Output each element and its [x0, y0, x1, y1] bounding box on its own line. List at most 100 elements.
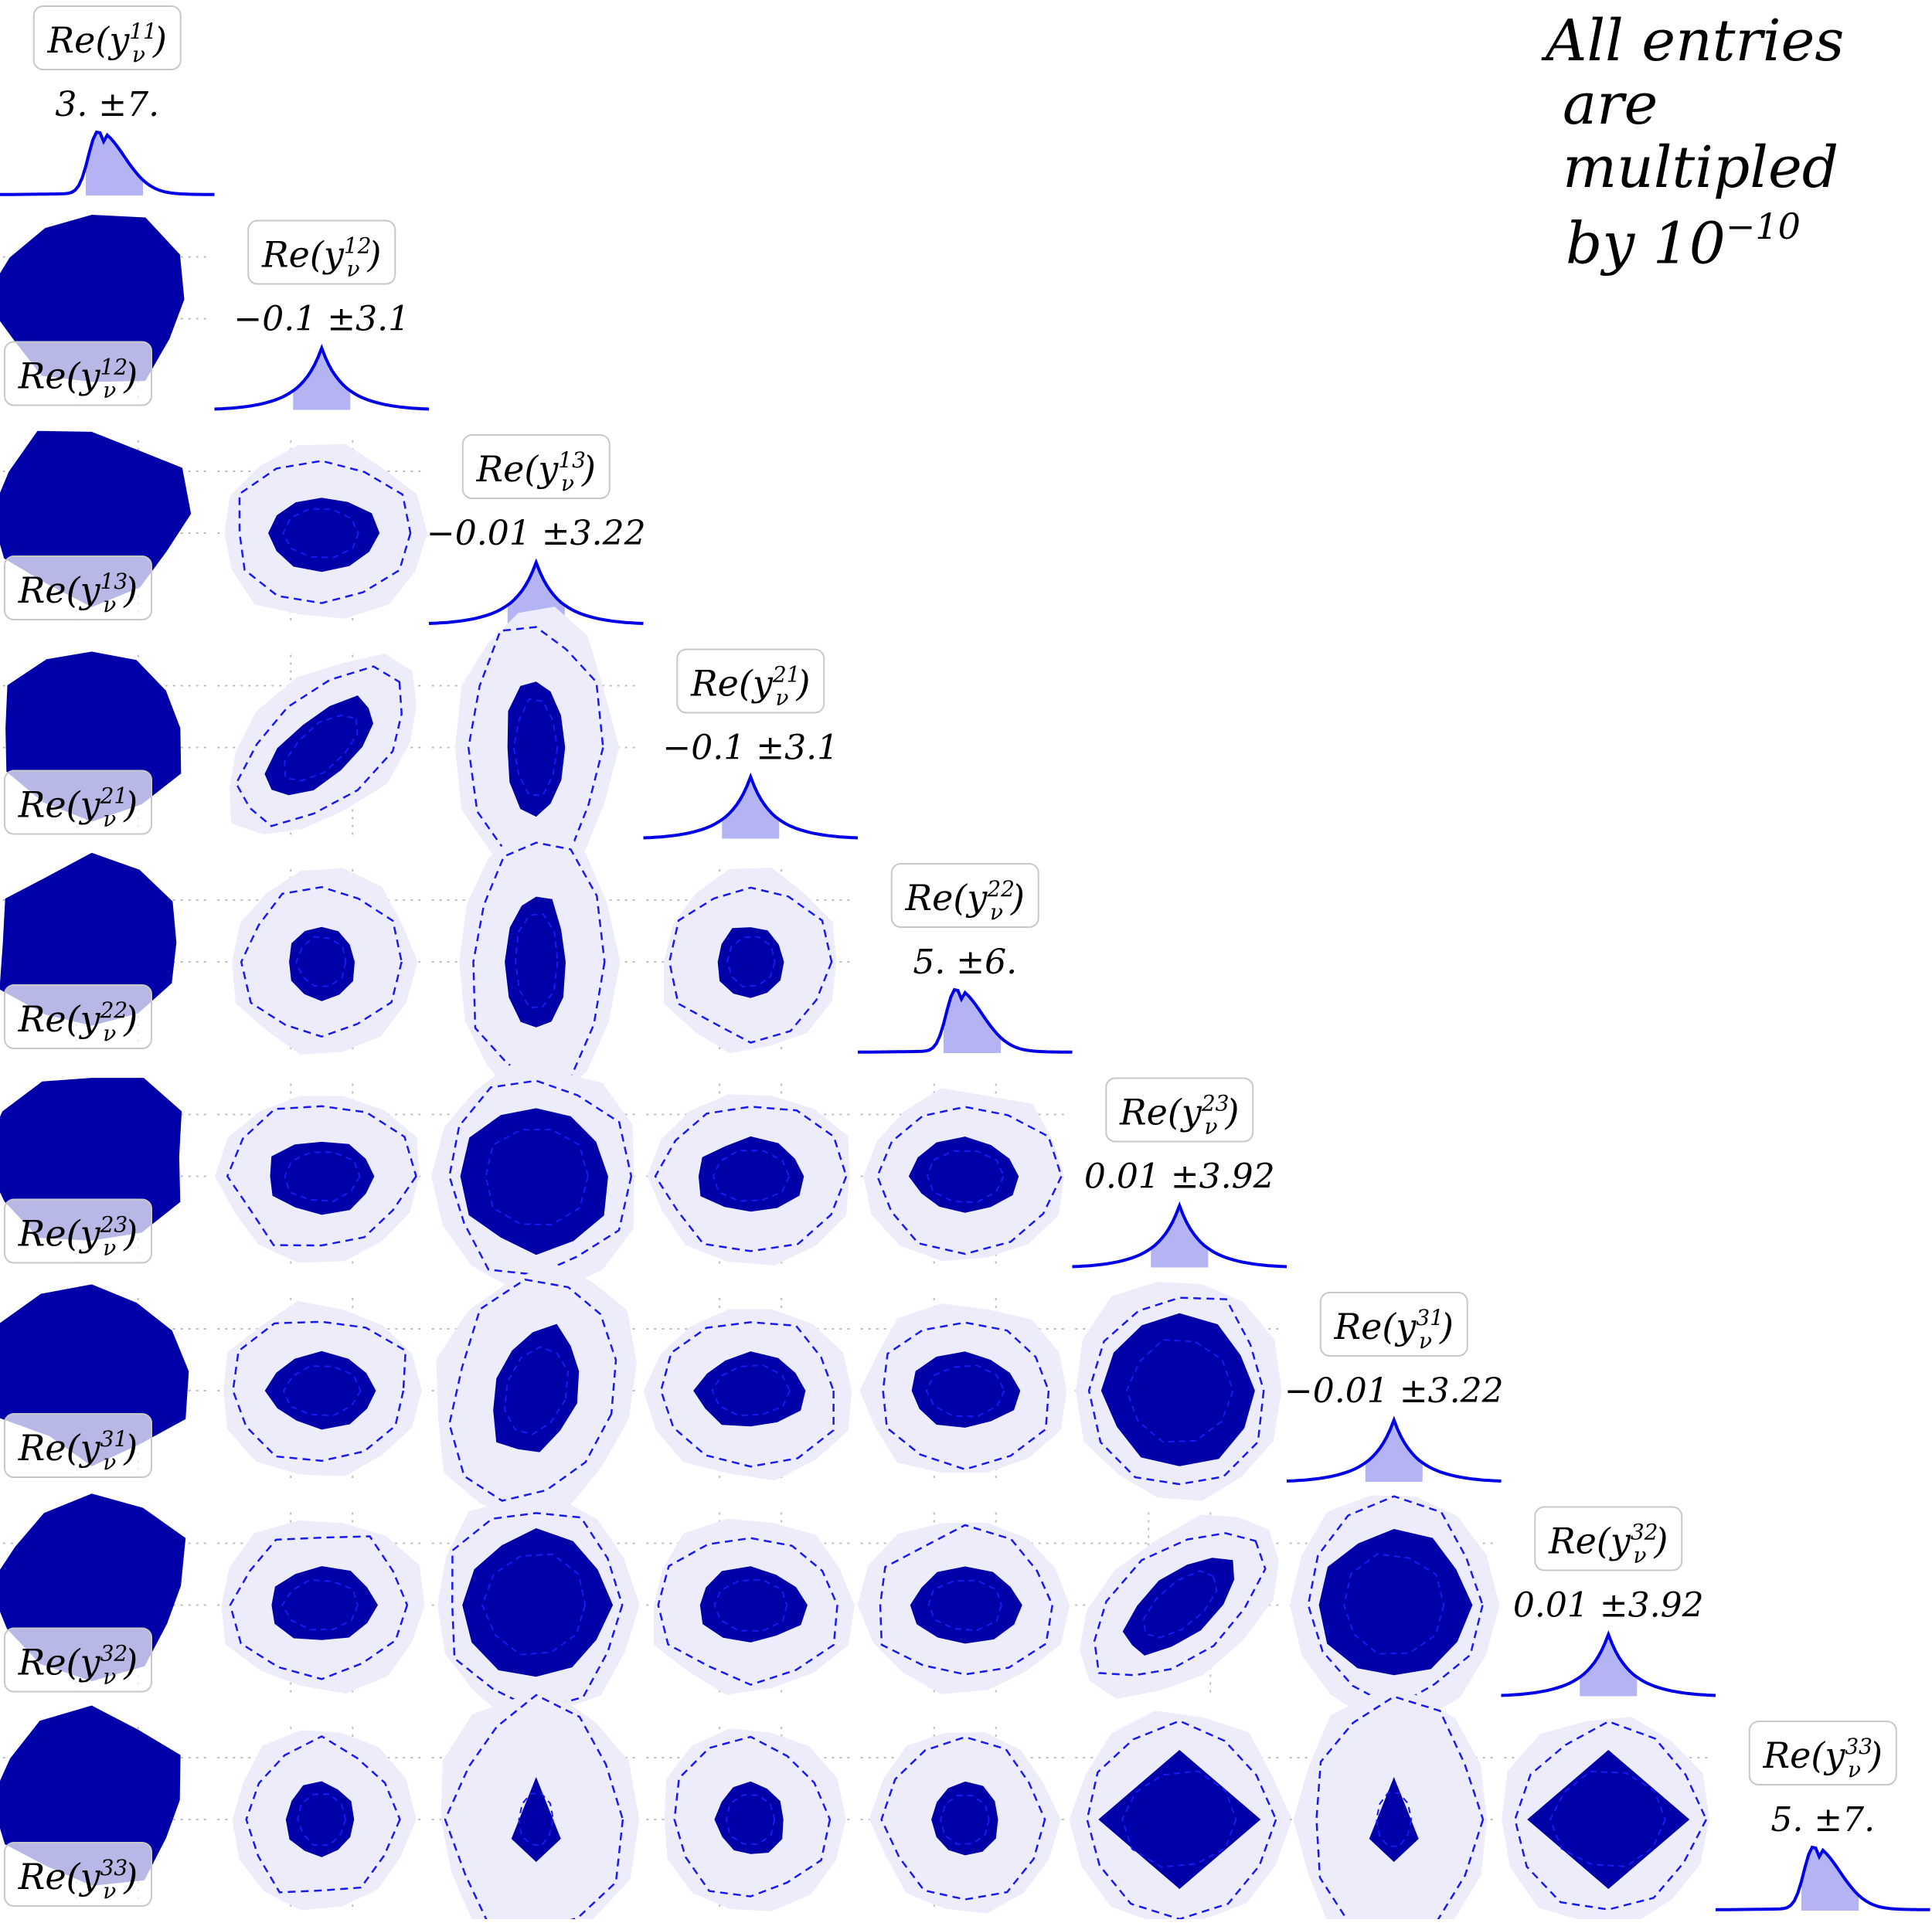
- contour-region: [0, 215, 185, 382]
- panel-r3-c1: [217, 654, 427, 841]
- row-label-32: Re(y32 ν): [4, 1627, 152, 1693]
- diag-title-32: Re(y32 ν): [1534, 1506, 1683, 1571]
- contour-outer: [1087, 1296, 1265, 1486]
- contour-inner: [284, 714, 359, 782]
- contour-region: [693, 1351, 806, 1427]
- diag-title-12: Re(y12 ν): [247, 219, 396, 285]
- histogram-band-23: [1151, 1205, 1209, 1268]
- contour-outer: [1307, 1495, 1484, 1709]
- contour-region: [717, 927, 784, 998]
- contour-outer: [879, 1524, 1054, 1676]
- panel-r7-c4: [857, 1512, 1070, 1698]
- histogram-line-21: [643, 773, 859, 840]
- row-label-12: Re(y12 ν): [4, 341, 152, 406]
- summary-33: 5. ±7.: [1770, 1800, 1875, 1840]
- contour-outer: [1086, 1720, 1277, 1921]
- contour-outer: [448, 1278, 617, 1502]
- contour-outer: [444, 1694, 624, 1923]
- diag-title-box-22: [890, 863, 1039, 928]
- panel-r3-c2: [431, 606, 641, 889]
- contour-region: [460, 1108, 608, 1255]
- histogram-band-12: [293, 348, 351, 410]
- contour-inner: [485, 1128, 590, 1226]
- histogram-line-22: [858, 987, 1073, 1054]
- panel-r6-c4: [859, 1298, 1070, 1483]
- row-label-box-33: [4, 1842, 152, 1907]
- contour-region: [264, 695, 373, 796]
- contour-region: [264, 1351, 376, 1430]
- diag-title-box-21: [676, 648, 825, 714]
- panel-r8-c3: [646, 1727, 855, 1912]
- diag-title-box-31: [1319, 1292, 1468, 1357]
- row-label-text-31: Re(y31 ν): [18, 1426, 138, 1475]
- note-line-3-prefix: by 10: [1566, 210, 1726, 277]
- diag-title-13: Re(y13 ν): [461, 434, 611, 499]
- contour-outer: [448, 1079, 633, 1276]
- contour-inner: [711, 1364, 791, 1417]
- contour-inner: [1375, 1792, 1413, 1847]
- contour-outer: [882, 1321, 1050, 1471]
- contour-inner: [940, 1794, 990, 1846]
- contour-region: [268, 498, 380, 572]
- panel-r8-c4: [860, 1727, 1070, 1914]
- contour-region: [271, 1566, 378, 1640]
- contour-inner: [713, 1578, 788, 1632]
- contour-inner: [281, 1579, 359, 1631]
- contour-inner: [282, 1365, 362, 1417]
- note-line-2: are multipled: [1563, 71, 1839, 201]
- contour-region: [910, 1566, 1022, 1644]
- contour-inner: [725, 1794, 776, 1846]
- histogram-band-21: [722, 776, 780, 839]
- histogram-line-11: [0, 130, 215, 196]
- diag-title-box-23: [1105, 1077, 1254, 1143]
- summary-21: −0.1 ±3.1: [662, 729, 838, 768]
- row-label-box-21: [4, 770, 152, 835]
- contour-region: [1369, 1777, 1419, 1862]
- diag-title-text-22: Re(y22 ν): [905, 876, 1025, 925]
- panel-r2-c1: [217, 440, 427, 626]
- diag-title-box-33: [1748, 1721, 1897, 1785]
- contour-outer: [1514, 1720, 1708, 1911]
- histogram-band-33: [1801, 1847, 1859, 1911]
- contour-region: [1122, 1558, 1234, 1656]
- contour-region: [0, 1705, 181, 1886]
- summary-31: −0.01 ±3.22: [1284, 1371, 1504, 1411]
- contour-region: [462, 1528, 614, 1677]
- row-label-23: Re(y23 ν): [4, 1198, 152, 1264]
- contour-region: [511, 1777, 561, 1862]
- row-label-13: Re(y13 ν): [4, 555, 152, 620]
- panel-r8-c7: [1502, 1717, 1713, 1923]
- contour-region: [714, 1781, 784, 1854]
- contour-inner: [1125, 1339, 1234, 1443]
- summary-12: −0.1 ±3.1: [233, 300, 410, 339]
- contour-inner: [1121, 1770, 1237, 1868]
- contour-outer: [229, 1535, 409, 1680]
- panel-r6-c1: [217, 1298, 427, 1483]
- row-label-text-32: Re(y32 ν): [18, 1641, 138, 1690]
- histogram-line-32: [1501, 1630, 1716, 1697]
- row-label-22: Re(y22 ν): [4, 984, 152, 1049]
- note-line-3: by 10−10: [1546, 199, 1924, 276]
- diag-title-text-21: Re(y21 ν): [690, 662, 810, 711]
- contour-region: [1098, 1750, 1261, 1889]
- panel-r8-c6: [1289, 1694, 1498, 1923]
- panel-r6-c5: [1075, 1282, 1284, 1501]
- diag-title-23: Re(y23 ν): [1105, 1077, 1254, 1143]
- contour-outer: [235, 665, 403, 827]
- panel-r8-c2: [431, 1694, 641, 1923]
- panel-r4-c1: [217, 868, 427, 1055]
- contour-inner: [515, 912, 559, 1009]
- contour-region: [698, 1136, 804, 1212]
- contour-outer: [876, 1106, 1063, 1255]
- summary-22: 5. ±6.: [913, 943, 1017, 982]
- contour-inner: [712, 1150, 791, 1202]
- histogram-band-22: [944, 990, 1001, 1053]
- row-label-box-22: [4, 984, 152, 1049]
- contour-outer: [880, 1735, 1046, 1901]
- row-label-21: Re(y21 ν): [4, 770, 152, 835]
- histogram-line-33: [1716, 1845, 1930, 1911]
- panel-r7-c2: [431, 1497, 641, 1724]
- contour-inner: [282, 508, 359, 559]
- panel-r6-c3: [643, 1298, 855, 1483]
- summary-23: 0.01 ±3.92: [1084, 1157, 1275, 1197]
